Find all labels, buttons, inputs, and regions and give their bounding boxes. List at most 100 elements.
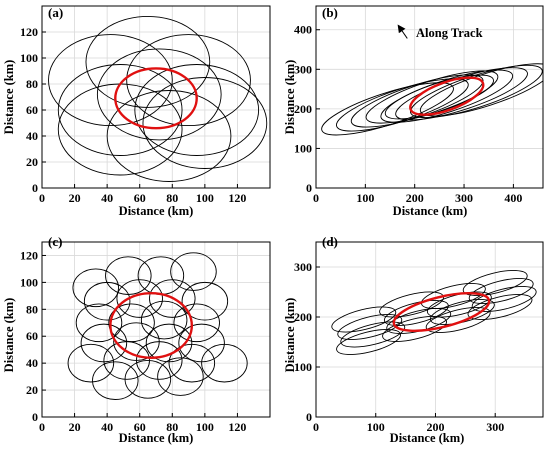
- panel-a-ylabel: Distance (km): [2, 60, 16, 135]
- panel-a-xtick-label: 100: [196, 191, 214, 205]
- panel-c: Distance (km) Distance (km) (c) 0 20 40 60 8…: [2, 234, 271, 445]
- panel-d-highlight-ellipse: [392, 292, 491, 332]
- panel-d-footprint-ellipse: [383, 300, 449, 326]
- panel-b-xlabel: Distance (km): [393, 204, 468, 218]
- panel-c-footprint-ellipse: [116, 279, 163, 318]
- panel-d-footprint-ellipse: [471, 286, 537, 312]
- panel-a-label: (a): [48, 5, 63, 20]
- panel-c-highlight-ellipse: [109, 291, 194, 359]
- panel-c-footprint-ellipse: [67, 343, 115, 383]
- panel-d-footprint-ellipse: [462, 270, 528, 296]
- panel-b-footprint-ellipse: [384, 74, 494, 120]
- panel-b-ytick-label: 100: [294, 141, 312, 155]
- panel-b-xtick-label: 200: [406, 191, 424, 205]
- panel-a-footprint-ellipse: [85, 15, 211, 108]
- panel-c-xtick-label: 100: [196, 420, 214, 434]
- panel-c-footprint-ellipse: [124, 360, 172, 399]
- panel-c-footprint-ellipse: [173, 303, 220, 343]
- panel-d-footprint-ellipse: [420, 283, 486, 309]
- panel-b-axes-frame: [315, 5, 544, 189]
- panel-d-ytick-label: 100: [294, 360, 312, 374]
- panel-c-plot-area: [67, 252, 248, 400]
- panel-a-ytick-label: 20: [26, 155, 38, 169]
- panel-d-footprint-ellipse: [337, 314, 403, 340]
- panel-a-axes-frame: [41, 5, 271, 189]
- panel-d-footprint-ellipse: [331, 306, 397, 333]
- panel-c-xtick-label: 20: [69, 420, 81, 434]
- panel-c-footprint-ellipse: [168, 343, 216, 383]
- panel-b-ytick-label: 300: [294, 62, 312, 76]
- panel-b-xtick-label: 0: [313, 191, 319, 205]
- panel-d-ytick-label: 200: [294, 310, 312, 324]
- panel-d-axes-frame: [315, 241, 544, 418]
- panel-c-footprint-ellipse: [136, 341, 183, 380]
- panel-c-xtick-label: 40: [101, 420, 113, 434]
- panel-b-footprint-ellipse: [410, 64, 543, 119]
- panel-a-footprint-ellipse: [106, 90, 232, 182]
- panel-a-ytick-label: 40: [26, 129, 38, 143]
- panel-c-xtick-label: 0: [39, 420, 45, 434]
- panel-b-ytick-label: 200: [294, 102, 312, 116]
- panel-a-footprint-ellipse: [48, 34, 173, 127]
- panel-c-ytick-label: 40: [26, 356, 38, 370]
- panel-d-ytick-label: 300: [294, 260, 312, 274]
- panel-b-xtick-label: 300: [455, 191, 473, 205]
- panel-d-xtick-label: 200: [426, 420, 444, 434]
- panel-a-xtick-label: 80: [166, 191, 178, 205]
- panel-d-footprint-ellipse: [336, 329, 401, 355]
- panel-d-ylabel: Distance (km): [283, 298, 297, 373]
- panel-c-xtick-label: 80: [166, 420, 178, 434]
- panel-a-footprint-ellipse: [134, 64, 260, 156]
- panel-a-ytick-label: 80: [26, 77, 38, 91]
- panel-c-xlabel: Distance (km): [119, 431, 194, 445]
- panel-d-footprint-ellipse: [429, 299, 495, 325]
- panel-b-ylabel: Distance (km): [283, 60, 297, 135]
- panel-d: Distance (km) Distance (km) (d) 0 100 200 3…: [283, 234, 544, 445]
- panel-c-footprint-ellipse: [83, 281, 131, 321]
- panel-c-footprint-ellipse: [157, 357, 204, 396]
- panel-d-xtick-label: 300: [486, 420, 504, 434]
- panel-a-footprint-ellipse: [126, 34, 251, 127]
- panel-a-xtick-label: 60: [134, 191, 146, 205]
- panel-b-plot-area: [321, 63, 543, 136]
- panel-a-xlabel: Distance (km): [119, 204, 194, 218]
- panel-d-plot-area: [331, 270, 537, 355]
- panel-a-xtick-label: 20: [69, 191, 81, 205]
- panel-c-ytick-label: 120: [20, 248, 38, 262]
- panel-b-ytick-label: 400: [294, 23, 312, 37]
- panel-c-ytick-label: 0: [32, 410, 38, 424]
- panel-d-footprint-ellipse: [467, 294, 533, 320]
- panel-c-footprint-ellipse: [181, 281, 229, 321]
- panel-d-xtick-label: 100: [367, 420, 385, 434]
- panel-b-ytick-label: 0: [306, 181, 312, 195]
- panel-a-xtick-label: 40: [101, 191, 113, 205]
- panel-b-xtick-label: 400: [504, 191, 522, 205]
- panel-a-highlight-ellipse: [114, 67, 198, 130]
- panel-b-label: (b): [322, 5, 338, 20]
- along-track-arrow: [397, 24, 408, 39]
- panel-c-footprint-ellipse: [92, 361, 139, 400]
- panel-c-ylabel: Distance (km): [2, 298, 16, 373]
- panel-c-footprint-ellipse: [140, 300, 188, 340]
- panel-d-xtick-label: 0: [313, 420, 319, 434]
- panel-a: Distance (km) Distance (km) (a) 0 20 40 60 8…: [2, 5, 271, 218]
- panel-b-grid: [315, 6, 543, 189]
- panel-a-xtick-label: 0: [39, 191, 45, 205]
- panel-c-xtick-label: 120: [228, 420, 246, 434]
- panel-a-footprint-ellipse: [96, 48, 222, 141]
- panel-b-highlight-ellipse: [409, 76, 485, 116]
- panel-b: Distance (km) Distance (km) (b) Along Tr…: [283, 5, 544, 218]
- panel-c-footprint-ellipse: [201, 343, 248, 383]
- panel-a-xtick-label: 120: [228, 191, 246, 205]
- panel-c-ytick-label: 100: [20, 275, 38, 289]
- panel-d-footprint-ellipse: [340, 321, 406, 348]
- panel-c-ytick-label: 80: [26, 302, 38, 316]
- panel-d-footprint-ellipse: [382, 316, 447, 342]
- panel-c-ytick-label: 60: [26, 329, 38, 343]
- panel-a-ytick-label: 0: [32, 181, 38, 195]
- panel-d-xlabel: Distance (km): [390, 431, 465, 445]
- panel-d-ytick-label: 0: [306, 410, 312, 424]
- panel-b-footprint-ellipse: [380, 69, 514, 123]
